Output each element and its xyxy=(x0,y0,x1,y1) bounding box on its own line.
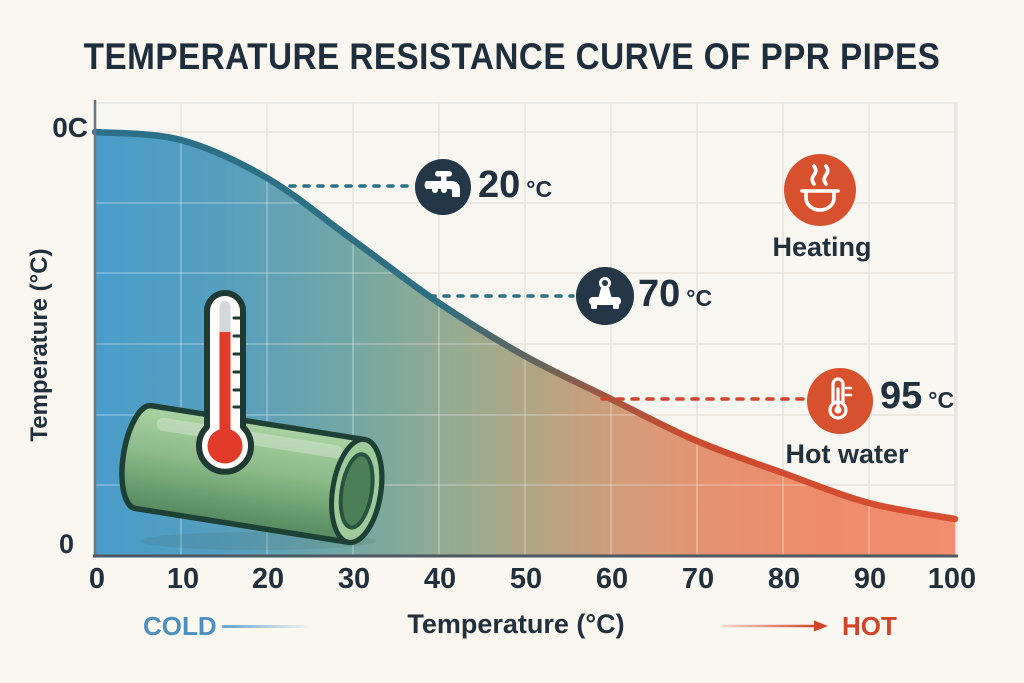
heating-pot-icon xyxy=(784,154,856,226)
hot-arrow-icon xyxy=(722,620,828,632)
cold-line xyxy=(222,625,312,628)
faucet-icon xyxy=(415,159,471,215)
thermometer-icon xyxy=(807,368,873,434)
faucet-icon xyxy=(576,267,634,325)
resistance-curve xyxy=(91,128,959,523)
ppr-pipe-illustration xyxy=(119,290,385,550)
pipe-thermometer-illustration xyxy=(196,290,254,475)
